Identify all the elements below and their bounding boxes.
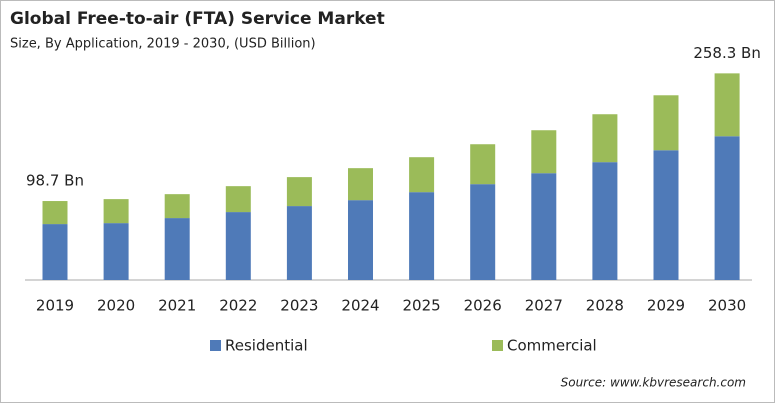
chart-title: Global Free-to-air (FTA) Service Market [10,9,385,29]
legend-swatch [210,340,221,351]
bar-segment [653,95,679,151]
bar-segment [409,157,435,193]
x-tick-label: 2028 [586,297,624,315]
legend-label: Residential [225,337,308,355]
total-label: 258.3 Bn [693,44,761,62]
bar-segment [714,73,740,137]
legend-swatch [492,340,503,351]
total-label: 98.7 Bn [26,172,84,190]
x-tick-label: 2024 [341,297,379,315]
x-tick-label: 2025 [403,297,441,315]
x-tick-label: 2020 [97,297,135,315]
chart-subtitle: Size, By Application, 2019 - 2030, (USD … [10,37,316,52]
bar-segment [592,114,618,163]
bar-segment [286,177,312,207]
x-tick-label: 2022 [219,297,257,315]
bar-segment [592,162,618,280]
bar-segment [470,184,496,280]
bar-segment [348,168,373,201]
x-tick-label: 2019 [36,297,74,315]
bar-segment [42,224,68,280]
legend-label: Commercial [507,337,597,355]
x-tick-label: 2023 [280,297,318,315]
source: Source: www.kbvresearch.com [561,376,746,390]
bar-segment [653,150,679,280]
bar-segment [531,130,557,174]
x-tick-label: 2027 [525,297,563,315]
bar-segment [409,192,435,280]
bar-segment [714,136,740,280]
x-tick-label: 2029 [647,297,685,315]
bar-segment [286,206,312,280]
bar-segment [42,201,68,225]
bar-segment [103,199,129,224]
bar-segment [164,218,190,280]
bar-segment [164,194,190,219]
bar-segment [470,144,496,185]
bar-segment [103,223,129,280]
bar-segment [531,173,557,280]
x-tick-label: 2030 [708,297,746,315]
bar-segment [225,186,251,213]
bar-segment [348,200,373,280]
bar-segment [225,212,251,280]
x-tick-label: 2021 [158,297,196,315]
x-tick-label: 2026 [464,297,502,315]
